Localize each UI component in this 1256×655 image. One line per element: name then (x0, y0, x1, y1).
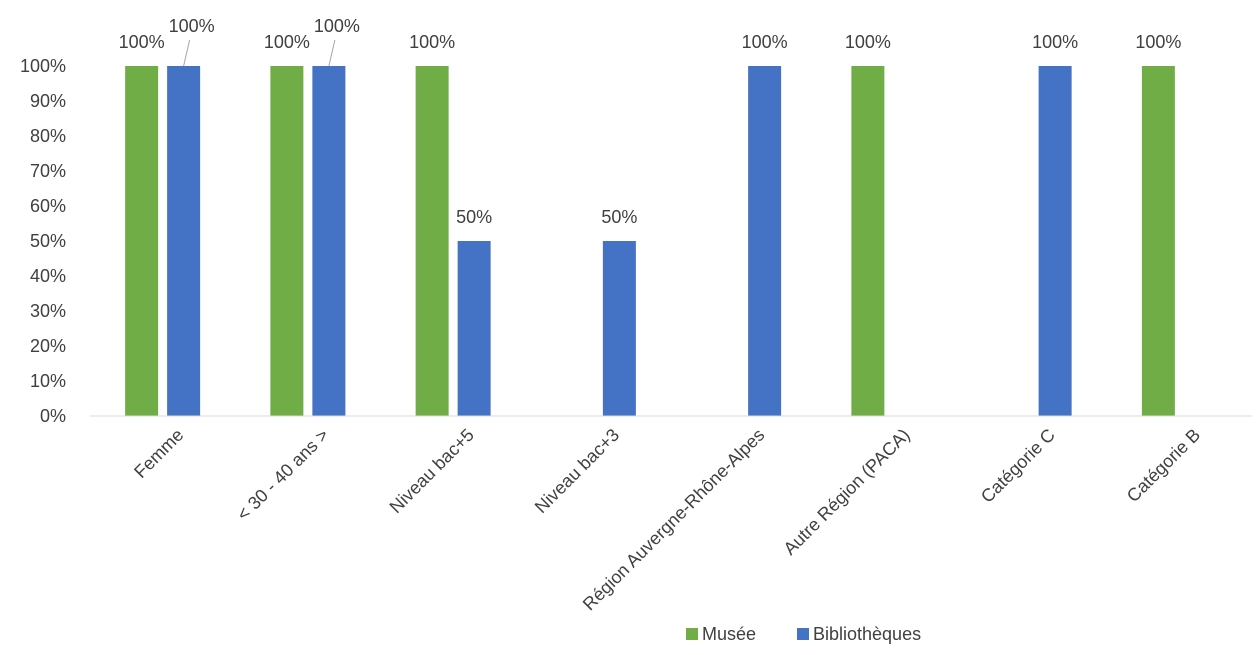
x-category-label: Niveau bac+3 (531, 425, 623, 517)
y-tick-label: 90% (30, 91, 66, 111)
data-label: 100% (264, 32, 310, 52)
data-label: 100% (1135, 32, 1181, 52)
data-label: 100% (314, 16, 360, 36)
bar-musee (125, 66, 158, 416)
bar-bibliotheques (312, 66, 345, 416)
legend-label: Musée (702, 624, 756, 644)
legend-label: Bibliothèques (813, 624, 921, 644)
data-label: 100% (409, 32, 455, 52)
bar-musee (270, 66, 303, 416)
legend: Musée Bibliothèques (686, 624, 921, 644)
data-label: 100% (169, 16, 215, 36)
leader-line (329, 40, 335, 66)
leader-line (184, 40, 190, 66)
x-category-label: Autre Région (PACA) (780, 425, 914, 559)
data-label: 100% (1032, 32, 1078, 52)
x-category-label: Niveau bac+5 (386, 425, 478, 517)
y-tick-label: 100% (20, 56, 66, 76)
bar-bibliotheques (458, 241, 491, 416)
data-label: 50% (456, 207, 492, 227)
y-tick-label: 40% (30, 266, 66, 286)
x-category-label: Femme (130, 425, 187, 482)
bar-bibliotheques (1039, 66, 1072, 416)
y-tick-label: 10% (30, 371, 66, 391)
bar-bibliotheques (167, 66, 200, 416)
data-label: 100% (742, 32, 788, 52)
data-label: 50% (601, 207, 637, 227)
bar-bibliotheques (748, 66, 781, 416)
bar-musee (416, 66, 449, 416)
x-category-label: < 30 - 40 ans > (233, 425, 333, 525)
bars (125, 66, 1175, 416)
data-label: 100% (119, 32, 165, 52)
bar-bibliotheques (603, 241, 636, 416)
y-tick-label: 30% (30, 301, 66, 321)
y-tick-label: 20% (30, 336, 66, 356)
legend-swatch (797, 628, 809, 640)
x-category-label: Catégorie B (1123, 425, 1204, 506)
y-tick-label: 70% (30, 161, 66, 181)
bar-musee (851, 66, 884, 416)
legend-swatch (686, 628, 698, 640)
y-tick-label: 50% (30, 231, 66, 251)
x-axis: Femme < 30 - 40 ans > Niveau bac+5 Niveau b… (130, 425, 1204, 615)
data-label: 100% (845, 32, 891, 52)
y-tick-label: 80% (30, 126, 66, 146)
y-tick-label: 0% (40, 406, 66, 426)
x-category-label: Catégorie C (977, 425, 1059, 507)
y-axis: 0% 10% 20% 30% 40% 50% 60% 70% 80% 90% 100% (20, 56, 66, 426)
y-tick-label: 60% (30, 196, 66, 216)
bar-musee (1142, 66, 1175, 416)
